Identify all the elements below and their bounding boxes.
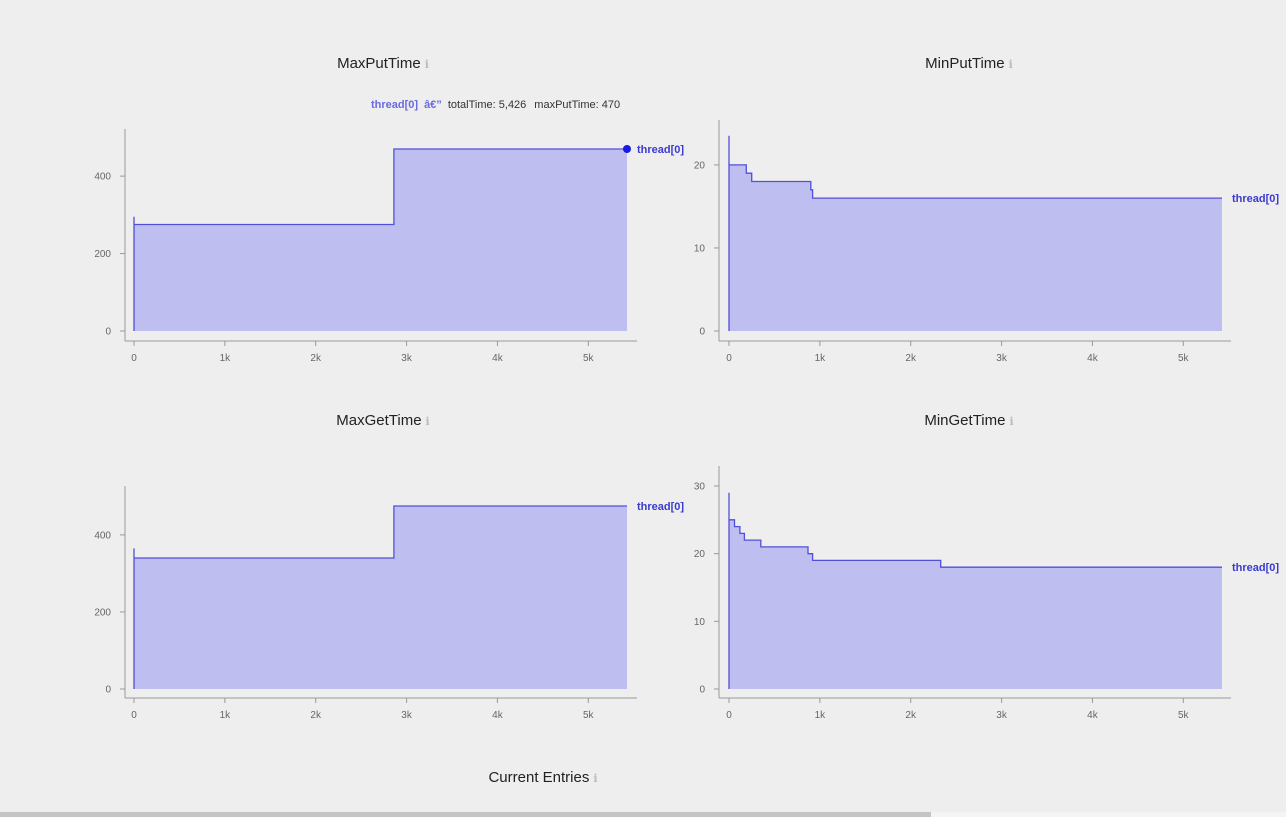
chart-title-text: MaxPutTime [337, 55, 421, 72]
series-label: thread[0] [637, 144, 684, 156]
x-tick-label: 2k [905, 710, 917, 721]
x-tick-label: 3k [401, 353, 413, 364]
x-tick-label: 3k [996, 353, 1008, 364]
series-label: thread[0] [1232, 193, 1279, 205]
y-tick-label: 200 [94, 607, 111, 618]
chart-title-text: MinPutTime [925, 55, 1005, 72]
chart-title-mingettime: MinGetTime ℹ [869, 412, 1069, 429]
y-tick-label: 0 [105, 327, 111, 338]
x-tick-label: 4k [492, 353, 504, 364]
y-tick-label: 0 [699, 685, 705, 696]
hover-point-marker [623, 145, 631, 153]
x-tick-label: 4k [1087, 353, 1099, 364]
tooltip-key: totalTime [447, 99, 493, 111]
series-label: thread[0] [637, 501, 684, 513]
x-tick-label: 4k [1087, 710, 1099, 721]
x-tick-label: 2k [310, 710, 322, 721]
series-label: thread[0] [1232, 562, 1279, 574]
y-tick-label: 0 [105, 685, 111, 696]
x-tick-label: 1k [220, 710, 232, 721]
y-tick-label: 200 [94, 249, 111, 260]
chart-title-text: MinGetTime [924, 412, 1006, 429]
x-tick-label: 0 [131, 353, 137, 364]
x-tick-label: 2k [905, 353, 917, 364]
series-area [729, 492, 1222, 689]
x-tick-label: 5k [583, 353, 595, 364]
x-tick-label: 4k [492, 710, 504, 721]
y-tick-label: 30 [694, 482, 706, 493]
series-line [133, 505, 627, 689]
x-tick-label: 1k [815, 353, 827, 364]
info-icon[interactable]: ℹ [1008, 59, 1013, 71]
x-tick-label: 5k [1178, 710, 1190, 721]
x-tick-label: 0 [131, 710, 137, 721]
x-tick-label: 0 [726, 353, 732, 364]
y-tick-label: 20 [694, 549, 706, 560]
y-tick-label: 0 [699, 327, 705, 338]
x-tick-label: 1k [815, 710, 827, 721]
y-tick-label: 400 [94, 172, 111, 183]
series-line [133, 148, 627, 331]
series-line [728, 135, 1222, 331]
series-line [728, 492, 1222, 689]
tooltip-key: maxPutTime [534, 99, 596, 111]
x-tick-label: 3k [996, 710, 1008, 721]
tooltip-value: 470 [601, 99, 621, 111]
tooltip-separator: â€” [424, 99, 442, 111]
info-icon[interactable]: ℹ [425, 416, 430, 428]
chart-tooltip: thread[0] â€” totalTime: 5,426 maxPutTime: … [371, 99, 628, 111]
horizontal-scrollbar-thumb[interactable] [0, 812, 931, 817]
series-area [134, 506, 627, 689]
chart-title-maxputtime: MaxPutTime ℹ [283, 55, 483, 72]
x-tick-label: 2k [310, 353, 322, 364]
y-tick-label: 20 [694, 160, 706, 171]
y-tick-label: 10 [694, 243, 706, 254]
chart-title-text: MaxGetTime [336, 412, 422, 429]
tooltip-series: thread[0] [371, 99, 419, 111]
section-title-current-entries: Current Entries ℹ [443, 769, 643, 786]
tooltip-item-max-put-time: maxPutTime: 470 [534, 99, 621, 111]
tooltip-value: 5,426 [498, 99, 527, 111]
chart-title-maxgettime: MaxGetTime ℹ [283, 412, 483, 429]
section-title-text: Current Entries [488, 769, 590, 786]
tooltip-item-total-time: totalTime: 5,426 [447, 99, 527, 111]
series-area [729, 135, 1222, 331]
series-area [134, 149, 627, 331]
info-icon[interactable]: ℹ [1009, 416, 1014, 428]
chart-title-minputtime: MinPutTime ℹ [869, 55, 1069, 72]
info-icon[interactable]: ℹ [424, 59, 429, 71]
x-tick-label: 0 [726, 710, 732, 721]
y-tick-label: 400 [94, 530, 111, 541]
info-icon[interactable]: ℹ [593, 773, 598, 785]
x-tick-label: 5k [1178, 353, 1190, 364]
x-tick-label: 3k [401, 710, 413, 721]
y-tick-label: 10 [694, 617, 706, 628]
x-tick-label: 5k [583, 710, 595, 721]
x-tick-label: 1k [220, 353, 232, 364]
